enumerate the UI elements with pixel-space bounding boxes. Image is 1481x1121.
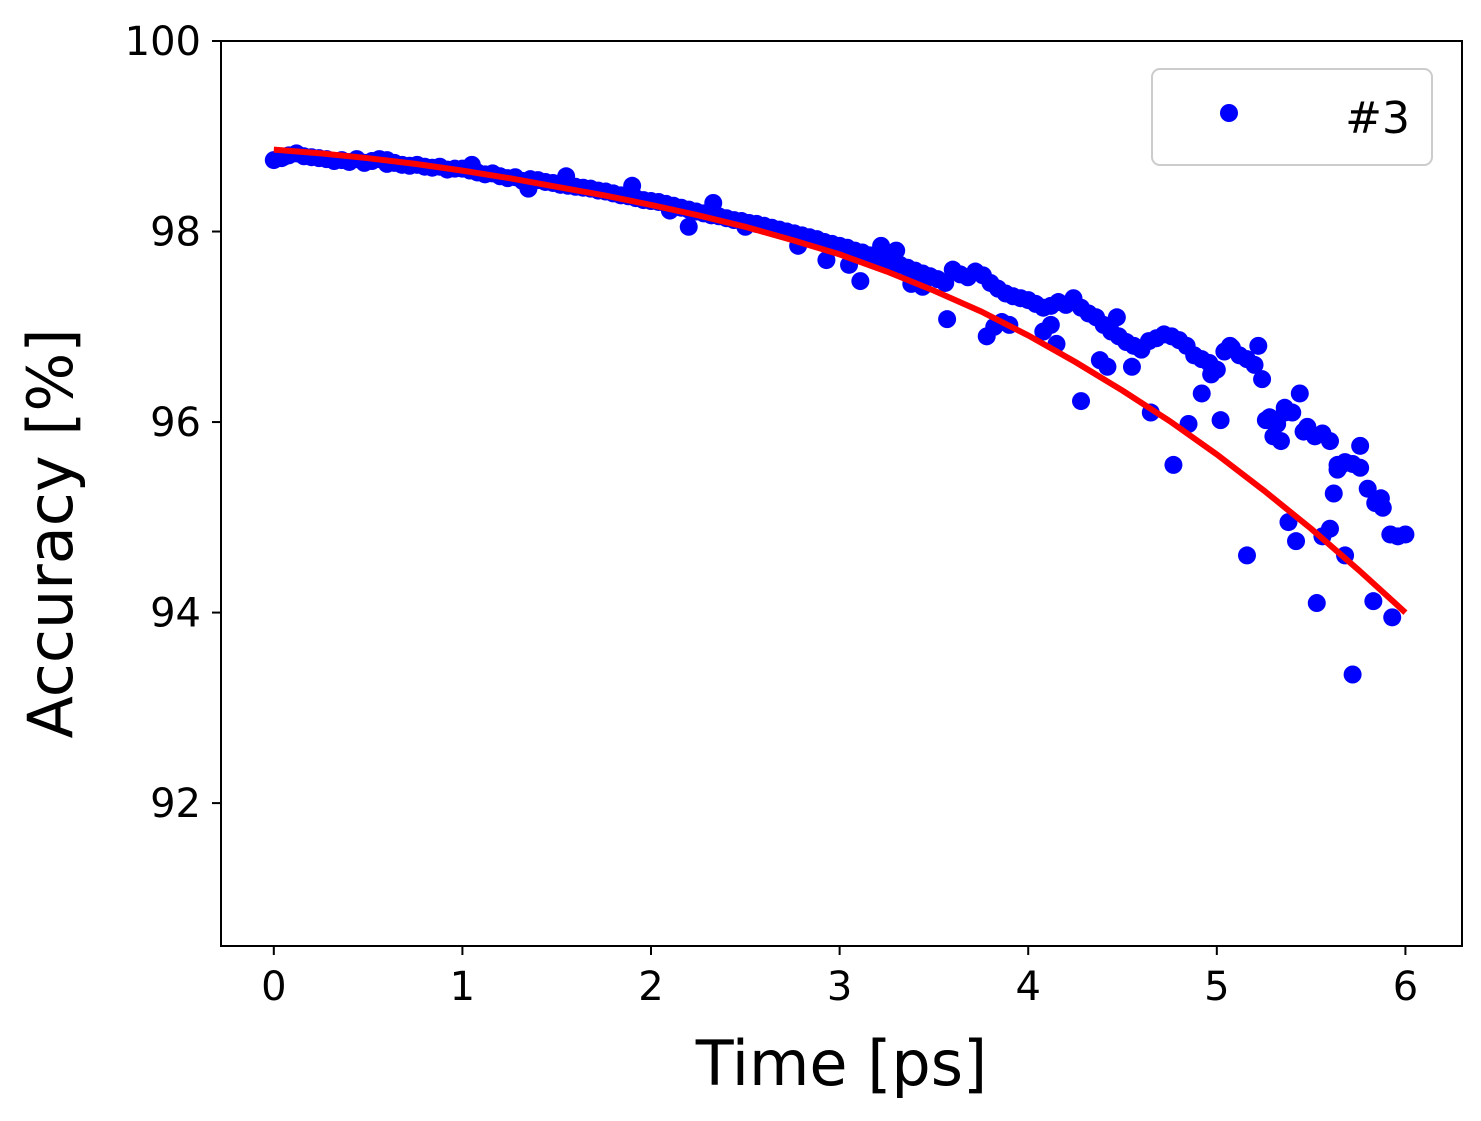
plot-area bbox=[220, 40, 1463, 947]
y-tick-label: 100 bbox=[125, 19, 201, 65]
data-point bbox=[1351, 458, 1370, 477]
data-point bbox=[936, 273, 955, 292]
data-point bbox=[872, 236, 891, 255]
legend: #3 bbox=[1151, 68, 1433, 166]
x-tick-label: 2 bbox=[638, 964, 663, 1010]
fit-line bbox=[273, 146, 1408, 615]
data-point bbox=[1192, 384, 1211, 403]
y-tick-label: 94 bbox=[150, 591, 201, 637]
legend-label: #3 bbox=[1345, 93, 1410, 144]
x-tick-label: 4 bbox=[1015, 964, 1040, 1010]
x-tick-label: 6 bbox=[1393, 964, 1418, 1010]
data-point bbox=[817, 251, 836, 270]
data-point bbox=[1320, 432, 1339, 451]
legend-box bbox=[1151, 68, 1433, 166]
data-point bbox=[1253, 370, 1272, 389]
data-point bbox=[1364, 592, 1383, 611]
y-axis-title: Accuracy [%] bbox=[14, 328, 87, 738]
x-tick-label: 3 bbox=[827, 964, 852, 1010]
data-point bbox=[704, 193, 723, 212]
data-point bbox=[1307, 594, 1326, 613]
data-point bbox=[1211, 411, 1230, 430]
data-point bbox=[1107, 308, 1126, 327]
data-point bbox=[887, 241, 906, 260]
data-point bbox=[1164, 455, 1183, 474]
data-point bbox=[1072, 392, 1091, 411]
fit-line-layer bbox=[273, 146, 1408, 615]
data-point bbox=[1332, 455, 1351, 474]
data-point bbox=[1249, 336, 1268, 355]
data-point bbox=[679, 217, 698, 236]
data-point bbox=[1324, 484, 1343, 503]
data-point bbox=[851, 272, 870, 291]
data-point bbox=[1320, 519, 1339, 538]
data-point bbox=[1294, 422, 1313, 441]
data-point bbox=[1202, 365, 1221, 384]
data-point bbox=[1290, 384, 1309, 403]
x-tick-label: 5 bbox=[1204, 964, 1229, 1010]
data-point bbox=[1383, 608, 1402, 627]
x-tick-label: 0 bbox=[261, 964, 286, 1010]
data-point bbox=[623, 176, 642, 195]
data-point bbox=[1098, 357, 1117, 376]
data-point bbox=[1343, 665, 1362, 684]
y-tick-label: 98 bbox=[150, 210, 201, 256]
y-tick-label: 92 bbox=[150, 781, 201, 827]
axis-ticks: 0 1 2 3 4 5 6 92 94 96 98 100 bbox=[125, 19, 1419, 1010]
data-point bbox=[938, 310, 957, 329]
data-point bbox=[1122, 357, 1141, 376]
data-point bbox=[1264, 427, 1283, 446]
data-point bbox=[557, 167, 576, 186]
data-point bbox=[1245, 355, 1264, 374]
data-point bbox=[1358, 479, 1377, 498]
data-point bbox=[1351, 436, 1370, 455]
y-tick-label: 96 bbox=[150, 400, 201, 446]
x-axis-title: Time [ps] bbox=[695, 1027, 987, 1100]
data-point bbox=[1221, 336, 1240, 355]
x-tick-label: 1 bbox=[450, 964, 475, 1010]
data-point bbox=[1371, 489, 1390, 508]
data-point bbox=[1396, 525, 1415, 544]
data-point bbox=[1237, 546, 1256, 565]
data-point bbox=[1275, 403, 1294, 422]
data-point bbox=[1041, 315, 1060, 334]
legend-marker bbox=[1220, 104, 1238, 122]
data-point bbox=[1287, 532, 1306, 551]
